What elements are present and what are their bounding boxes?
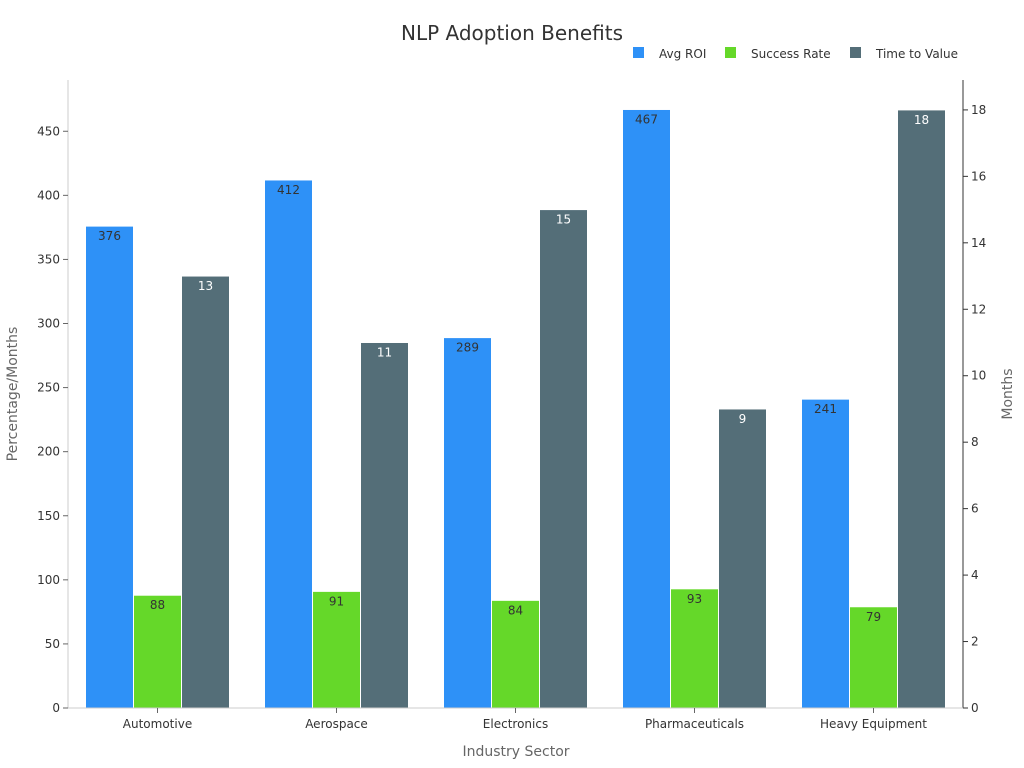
x-axis-label: Industry Sector xyxy=(462,744,569,760)
bar-value-label: 467 xyxy=(635,112,658,126)
bar-success-rate-automotive xyxy=(133,594,182,709)
legend-label-time-to-value: Time to Value xyxy=(875,47,958,61)
bar-value-label: 412 xyxy=(277,183,300,197)
axes: 0 50 100 150 200 250 300 350 400 450 0 2 4 6 8 10 12 14 16… xyxy=(37,80,986,731)
y-tick-label: 350 xyxy=(37,252,60,266)
bar-value-label: 9 xyxy=(739,412,747,426)
legend-swatch-time-to-value xyxy=(850,47,861,58)
legend-label-avg-roi: Avg ROI xyxy=(659,47,706,61)
y-tick-label: 0 xyxy=(52,701,60,715)
bar-success-rate-electronics xyxy=(491,599,540,709)
bar-success-rate-pharmaceuticals xyxy=(670,588,719,709)
legend-swatch-success-rate xyxy=(725,47,736,58)
x-tick-label: Electronics xyxy=(483,717,548,731)
bar-avg-roi-pharmaceuticals xyxy=(622,108,671,709)
bar-value-label: 88 xyxy=(150,598,165,612)
bar-time-to-value-heavy-equipment xyxy=(897,109,946,709)
bar-value-label: 79 xyxy=(866,610,881,624)
y-tick-label: 200 xyxy=(37,445,60,459)
bar-value-label: 15 xyxy=(556,213,571,227)
y2-tick-label: 16 xyxy=(971,169,986,183)
bar-value-label: 84 xyxy=(508,603,523,617)
x-tick-label: Aerospace xyxy=(305,717,368,731)
legend: Avg ROI Success Rate Time to Value xyxy=(633,47,958,61)
y2-tick-label: 10 xyxy=(971,369,986,383)
y-tick-label: 400 xyxy=(37,188,60,202)
y-tick-label: 100 xyxy=(37,573,60,587)
x-tick-label: Automotive xyxy=(123,717,192,731)
y-tick-label: 150 xyxy=(37,509,60,523)
bar-value-label: 241 xyxy=(814,402,837,416)
bar-avg-roi-electronics xyxy=(443,337,492,709)
bar-value-label: 18 xyxy=(914,113,929,127)
bar-value-label: 289 xyxy=(456,341,479,355)
y2-tick-label: 8 xyxy=(971,435,979,449)
y-tick-label: 50 xyxy=(45,637,60,651)
bar-value-label: 376 xyxy=(98,229,121,243)
y-axis-label: Percentage/Months xyxy=(5,327,21,462)
y2-tick-label: 2 xyxy=(971,635,979,649)
bar-time-to-value-aerospace xyxy=(360,341,409,709)
y-tick-label: 300 xyxy=(37,317,60,331)
y-tick-label: 450 xyxy=(37,124,60,138)
y2-tick-label: 14 xyxy=(971,236,986,250)
y-tick-label: 250 xyxy=(37,381,60,395)
y2-tick-label: 4 xyxy=(971,568,979,582)
bar-value-label: 91 xyxy=(329,594,344,608)
bar-value-label: 11 xyxy=(377,345,392,359)
bars: 376 88 13 412 91 11 289 84 15 467 93 9 241 79 18 xyxy=(85,108,946,709)
x-tick-label: Pharmaceuticals xyxy=(645,717,744,731)
legend-swatch-avg-roi xyxy=(633,47,644,58)
bar-time-to-value-electronics xyxy=(539,209,588,709)
y2-tick-label: 18 xyxy=(971,103,986,117)
bar-time-to-value-automotive xyxy=(181,275,230,709)
y2-tick-label: 12 xyxy=(971,302,986,316)
bar-avg-roi-heavy-equipment xyxy=(801,398,850,709)
bar-value-label: 13 xyxy=(198,279,213,293)
bar-success-rate-aerospace xyxy=(312,590,361,709)
legend-label-success-rate: Success Rate xyxy=(751,47,831,61)
bar-value-label: 93 xyxy=(687,592,702,606)
bar-avg-roi-automotive xyxy=(85,225,134,709)
y2-axis-label: Months xyxy=(1000,368,1016,419)
bar-time-to-value-pharmaceuticals xyxy=(718,408,767,709)
y2-tick-label: 0 xyxy=(971,701,979,715)
bar-success-rate-heavy-equipment xyxy=(849,606,898,709)
chart-title: NLP Adoption Benefits xyxy=(401,21,623,45)
y2-tick-label: 6 xyxy=(971,502,979,516)
bar-avg-roi-aerospace xyxy=(264,179,313,709)
x-tick-label: Heavy Equipment xyxy=(820,717,927,731)
